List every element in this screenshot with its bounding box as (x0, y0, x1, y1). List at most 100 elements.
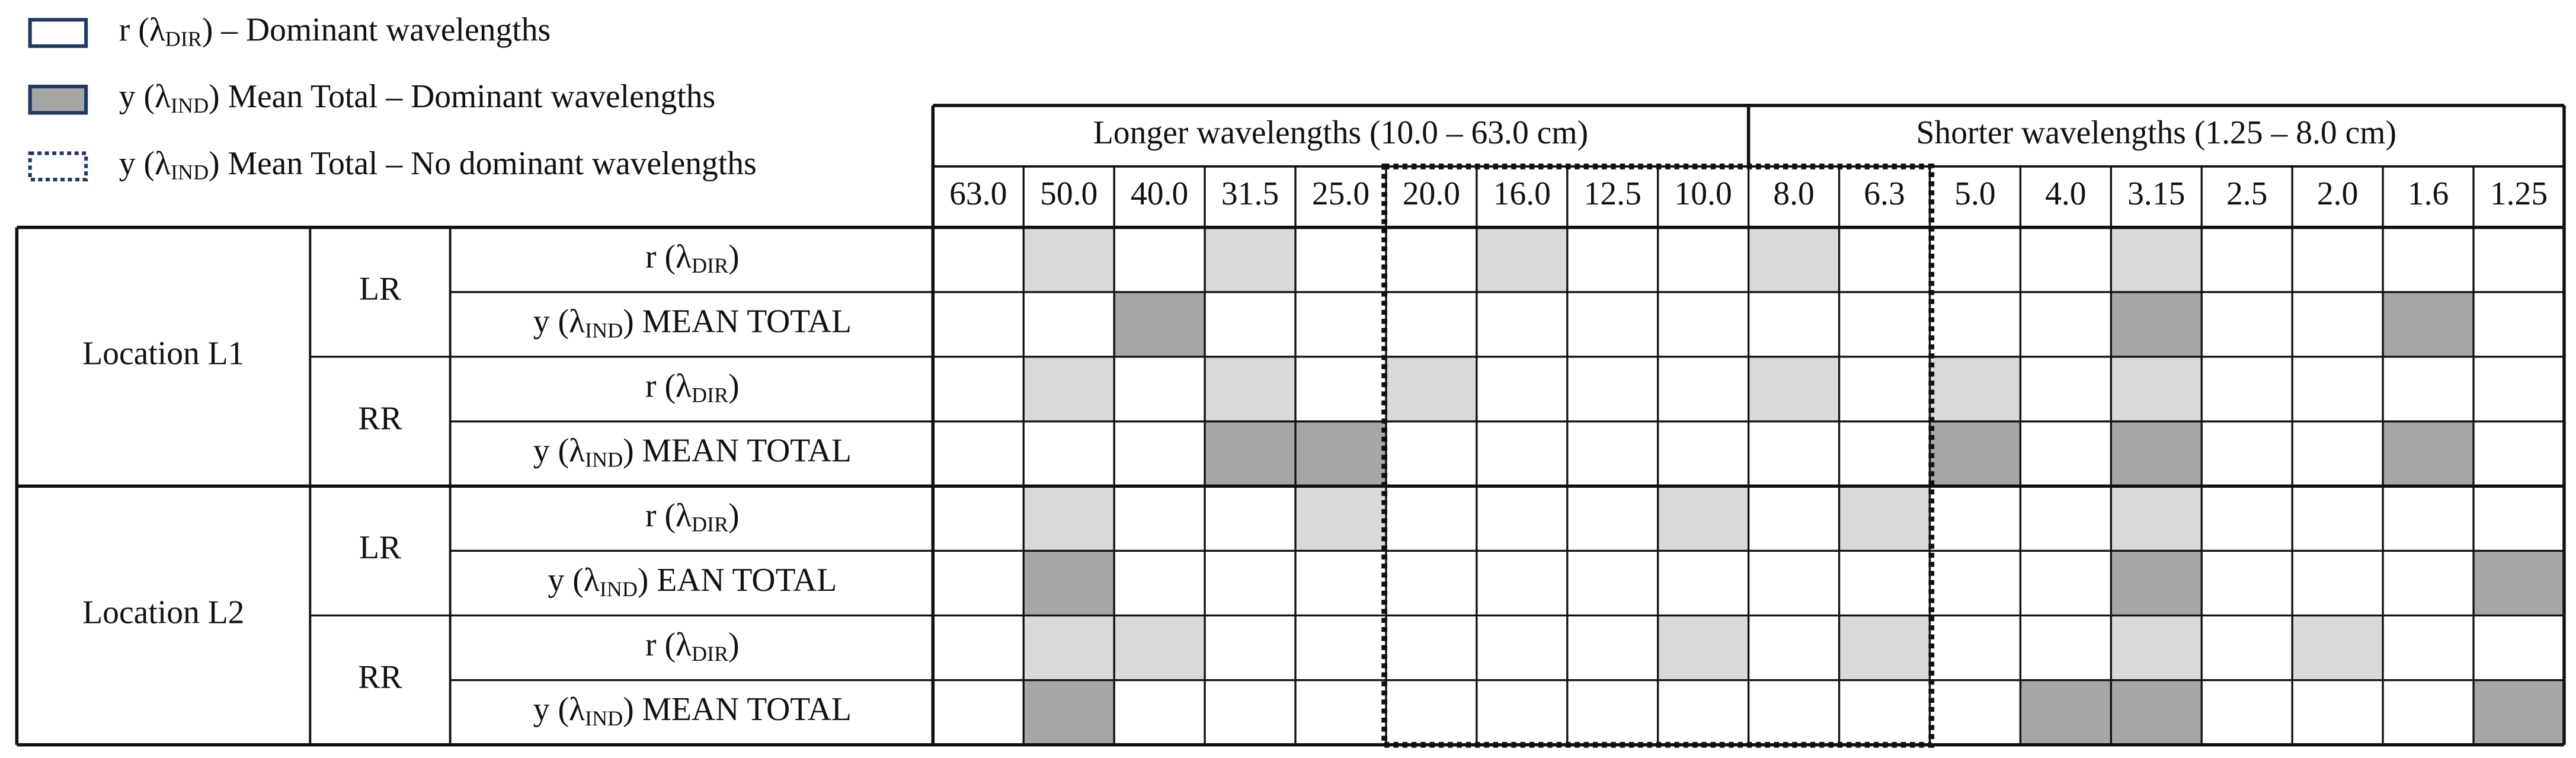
cell-fill (1205, 227, 1296, 292)
label-text: r (λ (119, 11, 165, 48)
cell-fill (1295, 421, 1386, 487)
label-text: ) MEAN TOTAL (623, 432, 852, 469)
row-label: r (λDIR) (645, 238, 740, 277)
side-label: LR (359, 271, 401, 308)
cell-fill (2111, 486, 2202, 551)
side-label: RR (358, 658, 402, 695)
label-text: ) Mean Total – No dominant wavelengths (209, 145, 757, 182)
cell-fill (2111, 227, 2202, 292)
label-text: y (λ (119, 145, 171, 182)
column-header: 63.0 (949, 175, 1007, 212)
label-subscript: IND (585, 319, 623, 343)
cell-fill (1023, 615, 1115, 680)
group-header: Shorter wavelengths (1.25 – 8.0 cm) (1916, 114, 2397, 151)
cell-fill (2473, 680, 2564, 745)
label-text: ) (728, 497, 740, 534)
column-header: 4.0 (2045, 175, 2087, 212)
column-header: 20.0 (1403, 175, 1460, 212)
cell-fill (1023, 486, 1115, 551)
cell-fill (2383, 292, 2474, 357)
cell-fill (1023, 227, 1115, 292)
cell-fill (1929, 356, 2021, 422)
column-header: 5.0 (1954, 175, 1996, 212)
label-subscript: DIR (692, 254, 729, 277)
label-text: y (λ (533, 691, 585, 728)
cell-fill (2020, 680, 2111, 745)
label-text: r (λ (645, 238, 692, 275)
cell-fill (2111, 356, 2202, 422)
cell-fill (2473, 551, 2564, 616)
column-header: 6.3 (1864, 175, 1905, 212)
label-text: ) MEAN TOTAL (623, 691, 852, 728)
cell-fill (2111, 615, 2202, 680)
label-text: ) EAN TOTAL (638, 562, 837, 599)
cell-fill (2111, 551, 2202, 616)
group-header: Longer wavelengths (10.0 – 63.0 cm) (1093, 114, 1588, 151)
label-text: ) (728, 367, 740, 404)
cell-fill (1023, 551, 1115, 616)
cell-fill (1023, 356, 1115, 422)
label-text: ) MEAN TOTAL (623, 303, 852, 340)
cell-fill (1023, 680, 1115, 745)
label-subscript: IND (585, 706, 623, 730)
row-label: r (λDIR) (645, 367, 740, 407)
column-header: 31.5 (1221, 175, 1279, 212)
column-header: 8.0 (1773, 175, 1815, 212)
label-subscript: IND (585, 448, 623, 472)
cell-fill (1205, 421, 1296, 487)
label-subscript: DIR (692, 383, 729, 407)
label-text: ) – Dominant wavelengths (202, 11, 551, 48)
cell-fill (2111, 421, 2202, 487)
legend-label: r (λDIR) – Dominant wavelengths (119, 11, 551, 50)
column-header: 25.0 (1312, 175, 1369, 212)
label-text: r (λ (645, 367, 692, 404)
cell-fill (1657, 615, 1749, 680)
cell-fill (1929, 421, 2021, 487)
cell-fill (1748, 227, 1839, 292)
label-subscript: DIR (692, 642, 729, 666)
row-label: y (λIND) MEAN TOTAL (533, 303, 852, 342)
label-text: ) (728, 626, 740, 663)
row-label: r (λDIR) (645, 626, 740, 666)
label-text: y (λ (533, 303, 585, 340)
legend-swatch (28, 151, 88, 182)
column-header: 2.5 (2226, 175, 2268, 212)
side-label: LR (359, 529, 401, 566)
label-text: ) (728, 238, 740, 275)
side-label: RR (358, 400, 402, 437)
cell-fill (1748, 356, 1839, 422)
label-text: y (λ (119, 78, 171, 115)
legend-label: y (λIND) Mean Total – No dominant wavele… (119, 145, 757, 184)
label-text: r (λ (645, 626, 692, 663)
label-text: y (λ (533, 432, 585, 469)
label-subscript: IND (171, 161, 209, 184)
cell-fill (1385, 356, 1477, 422)
cell-fill (1205, 356, 1296, 422)
cell-fill (1114, 615, 1205, 680)
location-label: Location L2 (82, 594, 244, 631)
column-header: 12.5 (1584, 175, 1641, 212)
legend-label: y (λIND) Mean Total – Dominant wavelengt… (119, 78, 715, 117)
legend-swatch (28, 18, 88, 48)
cell-fill (2383, 421, 2474, 487)
column-header: 1.25 (2490, 175, 2548, 212)
cell-fill (2111, 680, 2202, 745)
row-label: y (λIND) MEAN TOTAL (533, 432, 852, 471)
column-header: 10.0 (1675, 175, 1732, 212)
cell-fill (2292, 615, 2383, 680)
cell-fill (1839, 486, 1930, 551)
column-header: 16.0 (1493, 175, 1551, 212)
column-header: 2.0 (2317, 175, 2359, 212)
label-text: ) Mean Total – Dominant wavelengths (209, 78, 715, 115)
cell-fill (1295, 486, 1386, 551)
no-dominant-box (1381, 163, 1935, 748)
cell-fill (1839, 615, 1930, 680)
label-text: y (λ (548, 562, 600, 599)
location-label: Location L1 (82, 335, 244, 372)
cell-fill (1114, 292, 1205, 357)
row-label: y (λIND) EAN TOTAL (548, 562, 837, 601)
column-header: 1.6 (2408, 175, 2449, 212)
cell-fill (1476, 227, 1567, 292)
label-subscript: IND (600, 577, 638, 601)
